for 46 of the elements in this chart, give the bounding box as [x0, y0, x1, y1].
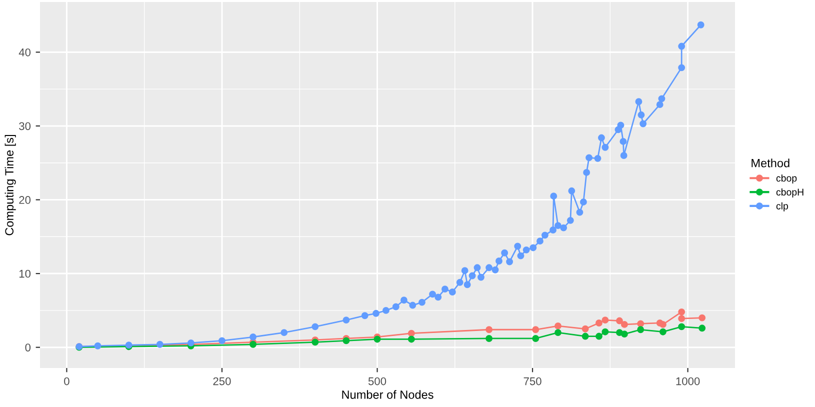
point	[698, 314, 706, 322]
point	[532, 326, 540, 334]
point	[374, 336, 381, 343]
legend-title: Method	[752, 158, 790, 168]
point	[616, 329, 623, 336]
point	[312, 338, 319, 346]
point	[637, 320, 644, 328]
y-tick-label: 10	[19, 270, 31, 278]
x-tick-label: 750	[524, 377, 542, 386]
y-tick-label: 20	[19, 196, 31, 204]
x-tick-label: 0	[64, 377, 70, 386]
legend-label: cbop	[776, 174, 797, 184]
point	[582, 332, 589, 340]
point	[698, 324, 706, 332]
point	[602, 328, 609, 336]
point	[596, 332, 602, 340]
legend-label: cbopH	[776, 188, 804, 198]
x-tick-label: 1000	[676, 377, 700, 386]
point	[486, 326, 493, 334]
point	[554, 322, 562, 330]
point	[678, 308, 686, 316]
point	[616, 317, 623, 324]
x-tick-label: 500	[368, 377, 386, 386]
y-axis-title: Computing Time [s]	[4, 134, 16, 236]
point	[532, 335, 540, 342]
point	[678, 323, 686, 330]
y-tick-label: 40	[18, 48, 31, 56]
point	[620, 320, 628, 328]
x-tick-label: 250	[213, 377, 231, 386]
point	[408, 330, 415, 337]
point	[620, 330, 628, 338]
point	[554, 329, 562, 336]
point	[486, 335, 493, 342]
point	[678, 315, 686, 322]
legend-label: clp	[776, 202, 788, 212]
y-tick-label: 30	[19, 122, 31, 130]
x-axis-title: Number of Nodes	[342, 390, 434, 399]
point	[582, 325, 589, 332]
point	[408, 336, 415, 343]
point	[637, 326, 644, 334]
y-tick-label: 0	[25, 344, 31, 352]
point	[659, 320, 666, 328]
point	[602, 316, 609, 324]
point	[659, 328, 666, 336]
point	[596, 320, 602, 326]
point	[342, 337, 350, 344]
